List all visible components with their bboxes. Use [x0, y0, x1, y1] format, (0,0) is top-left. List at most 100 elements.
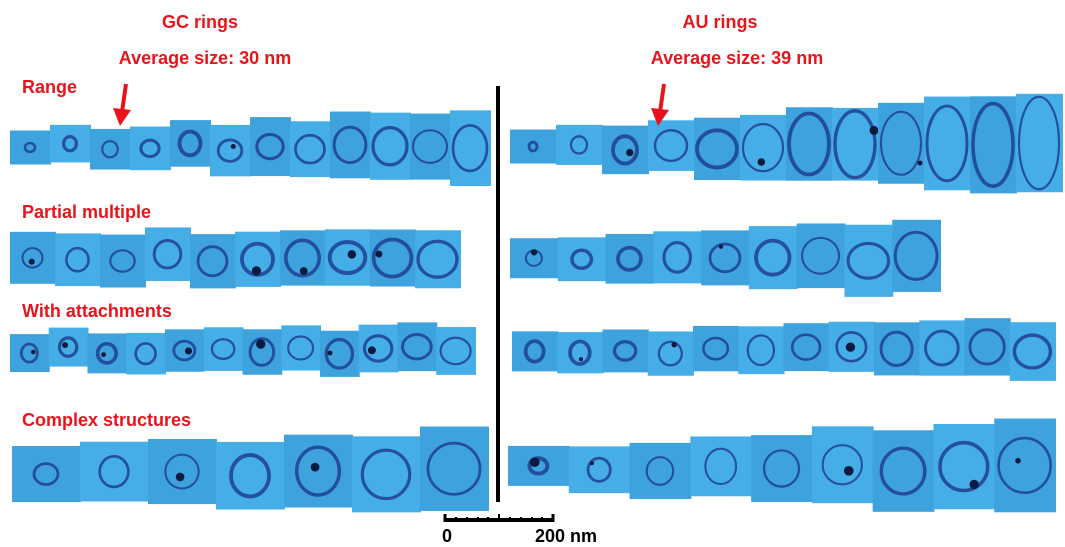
particle: [101, 352, 106, 357]
particle: [256, 340, 265, 349]
micrograph-tile: [145, 227, 191, 281]
micrograph-tile: [558, 237, 607, 281]
particle: [970, 480, 979, 489]
row-label: Complex structures: [22, 410, 191, 430]
micrograph-tile: [450, 110, 491, 186]
micrograph-tile: [148, 439, 217, 504]
micrograph-tile: [556, 125, 603, 165]
micrograph-tile: [970, 96, 1017, 193]
micrograph-tile: [1016, 94, 1063, 192]
micrograph-tile: [216, 442, 285, 510]
scale-bar: [445, 514, 553, 522]
micrograph-tile: [510, 238, 559, 278]
micrograph-tile: [55, 233, 101, 286]
particle: [719, 244, 723, 248]
micrograph-tile: [170, 120, 211, 167]
micrograph-tile: [738, 326, 784, 374]
particle: [29, 259, 35, 265]
particle: [348, 250, 357, 259]
micrograph-tile: [844, 225, 893, 297]
particle: [671, 342, 676, 347]
micrograph-tile: [832, 108, 879, 181]
row-label: Range: [22, 77, 77, 97]
micrograph-tile: [10, 130, 51, 164]
particle: [918, 161, 923, 166]
micrograph-tile: [557, 332, 603, 373]
micrograph-tile: [569, 446, 631, 493]
micrograph-tile: [878, 103, 925, 184]
micrograph-tile: [165, 329, 205, 371]
row-label: Partial multiple: [22, 202, 151, 222]
arrow: [651, 84, 669, 126]
micrograph-tile: [693, 326, 739, 371]
panel-subtitle: Average size: 30 nm: [119, 48, 291, 68]
panel-subtitle: Average size: 39 nm: [651, 48, 823, 68]
micrograph-tile: [784, 323, 830, 371]
particle: [185, 347, 192, 354]
arrow: [113, 84, 131, 126]
scale-end: 200 nm: [535, 526, 597, 546]
micrograph-tile: [606, 234, 655, 284]
micrograph-tile: [812, 426, 874, 503]
particle: [62, 342, 68, 348]
particle: [376, 251, 383, 258]
micrograph-tile: [602, 126, 649, 175]
micrograph-tile: [892, 220, 941, 292]
particle: [328, 351, 333, 356]
micrograph-tile: [690, 436, 752, 496]
particle: [590, 461, 594, 465]
row-label: With attachments: [22, 301, 172, 321]
micrograph-tile: [603, 329, 649, 372]
micrograph-tile: [130, 127, 171, 171]
page: GC rings Average size: 30 nm AU rings Av…: [0, 0, 1065, 547]
micrograph-tile: [512, 331, 558, 371]
micrograph-tile: [701, 230, 750, 285]
particle: [530, 457, 540, 467]
micrograph-tile: [415, 230, 461, 288]
micrograph-tile: [410, 114, 451, 180]
figure: GC rings Average size: 30 nm AU rings Av…: [0, 0, 1065, 547]
micrograph-tile: [204, 327, 244, 371]
micrograph-tile: [49, 328, 89, 367]
micrograph-tile: [10, 232, 56, 284]
micrograph-tile: [50, 125, 91, 163]
particle: [300, 267, 308, 275]
micrograph-tile: [648, 331, 694, 375]
particle: [531, 249, 537, 255]
particle: [579, 357, 583, 361]
particle: [31, 350, 36, 355]
particle: [844, 466, 854, 476]
micrograph-tile: [90, 129, 131, 170]
micrograph-tile: [10, 334, 50, 372]
micrograph-tile: [994, 418, 1056, 512]
micrograph-tile: [694, 118, 741, 180]
micrograph-tile: [126, 333, 166, 374]
particle: [311, 463, 320, 472]
particle: [758, 158, 766, 166]
micrograph-tile: [100, 235, 146, 288]
particle: [1015, 458, 1020, 463]
micrograph-tile: [210, 125, 251, 176]
panel-title: AU rings: [682, 12, 757, 32]
scale-start: 0: [442, 526, 452, 546]
micrograph-tile: [924, 97, 971, 191]
particle: [368, 346, 376, 354]
micrograph-tile: [751, 435, 813, 502]
micrograph-tile: [243, 329, 283, 374]
particle: [252, 266, 261, 275]
micrograph-tile: [88, 333, 128, 373]
micrograph-tile: [12, 446, 81, 502]
particle: [869, 126, 878, 135]
micrograph-tile: [508, 446, 570, 486]
micrograph-tile: [786, 107, 833, 180]
particle: [176, 473, 185, 482]
particle: [626, 149, 633, 156]
micrograph-tile: [370, 113, 411, 180]
micrograph-tile: [653, 231, 702, 283]
panel-title: GC rings: [162, 12, 238, 32]
micrograph-tile: [80, 442, 149, 502]
particle: [231, 144, 236, 149]
particle: [846, 343, 855, 352]
micrograph-tile: [510, 130, 557, 164]
micrograph-tile: [630, 443, 692, 499]
